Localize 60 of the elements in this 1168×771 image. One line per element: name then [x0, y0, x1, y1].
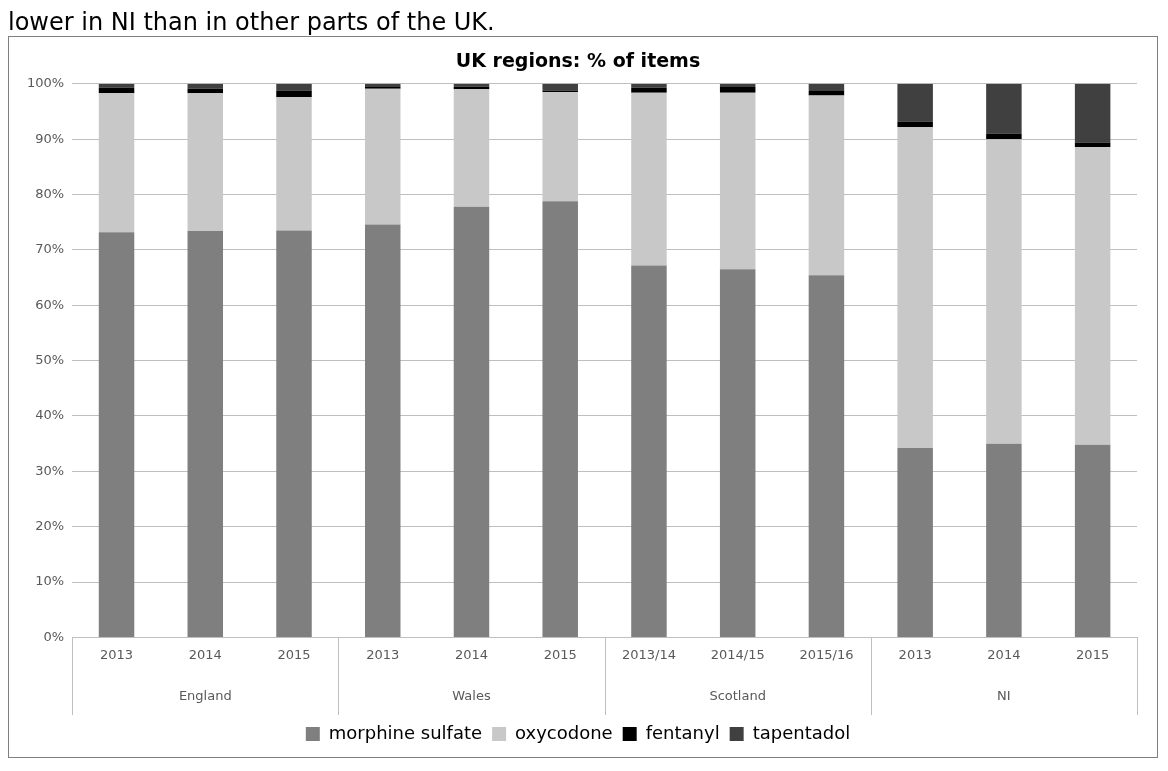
- bar: [542, 83, 578, 91]
- bar: [1074, 444, 1111, 637]
- legend-label: tapentadol: [752, 721, 851, 743]
- legend-label: morphine sulfate: [328, 721, 483, 743]
- x-tick-label: 2015: [277, 646, 311, 662]
- bar: [631, 265, 667, 637]
- bar: [986, 133, 1022, 140]
- y-tick-label: 40%: [35, 407, 65, 423]
- y-tick-label: 60%: [35, 296, 65, 312]
- y-tick-label: 30%: [35, 462, 65, 478]
- bar: [986, 443, 1022, 637]
- y-tick-label: 20%: [35, 518, 65, 534]
- text: Scotland: [709, 688, 766, 704]
- x-tick-label: 2013/14: [621, 646, 676, 662]
- bar: [187, 231, 224, 637]
- x-tick-label: 2015/16: [799, 646, 854, 662]
- y-tick-label: 70%: [35, 241, 65, 257]
- bar: [719, 87, 756, 93]
- bar: [98, 83, 135, 88]
- y-tick-label: 0%: [43, 628, 65, 644]
- text: lower in NI than in other parts of the UK.: [8, 8, 496, 36]
- text: England: [178, 688, 232, 704]
- bar: [808, 275, 845, 637]
- bar: [631, 83, 667, 88]
- bar: [1074, 83, 1111, 143]
- bar: [897, 121, 933, 127]
- bar: [719, 269, 756, 637]
- y-tick-label: 80%: [35, 185, 65, 201]
- x-tick-label: 2014: [188, 646, 222, 662]
- bar: [542, 201, 578, 637]
- bar: [897, 83, 933, 122]
- bar: [808, 83, 845, 91]
- y-tick-label: 10%: [35, 573, 65, 589]
- x-tick-label: 2014/15: [710, 646, 765, 662]
- bar: [276, 83, 312, 91]
- legend-label: oxycodone: [515, 721, 613, 743]
- bar: [276, 90, 312, 98]
- y-tick-label: 100%: [26, 75, 65, 91]
- bar: [453, 206, 490, 637]
- text: Wales: [452, 688, 491, 704]
- bar: [187, 83, 224, 89]
- bar: [1074, 142, 1111, 147]
- x-tick-label: 2013: [366, 646, 400, 662]
- chart-title: UK regions: % of items: [455, 49, 701, 72]
- x-tick-label: 2014: [987, 646, 1021, 662]
- bar: [98, 232, 135, 637]
- x-tick-label: 2014: [454, 646, 489, 662]
- x-tick-label: 2013: [898, 646, 932, 662]
- y-tick-label: 90%: [35, 130, 65, 146]
- bar: [276, 230, 312, 637]
- bar: [986, 83, 1022, 134]
- bar: [631, 87, 667, 93]
- bar: [365, 224, 401, 637]
- x-tick-label: 2013: [99, 646, 134, 662]
- legend-label: fentanyl: [645, 721, 720, 743]
- x-tick-label: 2015: [1076, 646, 1110, 662]
- x-tick-label: 2015: [543, 646, 577, 662]
- bar: [897, 448, 933, 637]
- y-tick-label: 50%: [35, 351, 65, 367]
- text: NI: [997, 688, 1011, 704]
